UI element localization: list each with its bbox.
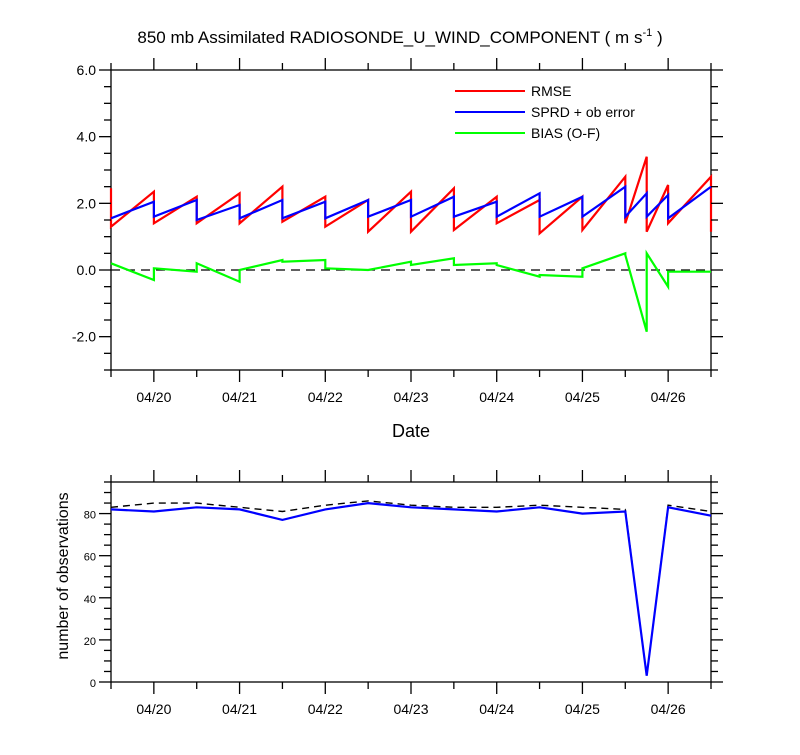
- y-tick-label: 2.0: [77, 195, 97, 211]
- x-tick-label: 04/26: [651, 701, 686, 717]
- y-tick-label: 80: [84, 510, 96, 522]
- chart-title: 850 mb Assimilated RADIOSONDE_U_WIND_COM…: [137, 27, 662, 47]
- x-tick-label: 04/26: [651, 389, 686, 405]
- y-tick-label: 0.0: [77, 262, 97, 278]
- series-line-rmse: [109, 156, 713, 236]
- x-tick-label: 04/25: [565, 701, 600, 717]
- y-tick-label: -2.0: [72, 329, 96, 345]
- y-tick-label: 0: [90, 678, 96, 690]
- legend-label: BIAS (O-F): [531, 125, 600, 141]
- y-tick-label: 60: [84, 552, 96, 564]
- x-tick-label: 04/20: [136, 389, 171, 405]
- series-line-sprd-ob-error: [110, 184, 712, 222]
- series-line-assimilated: [110, 501, 712, 676]
- chart-title-superscript: -1: [642, 27, 652, 39]
- x-axis-label: Date: [392, 421, 430, 441]
- y-axis-label-bottom: number of observations: [55, 492, 72, 659]
- chart-title-end: ): [652, 28, 662, 47]
- bottom-axes-group: 04/20 04/21 04/22 04/23 04/24 04/25 04/26 80 60 4…: [84, 470, 723, 717]
- x-tick-label: 04/22: [308, 389, 343, 405]
- top-panel: 04/20 04/21 04/22 04/23 04/24 04/25 04/26 6.0 4.…: [72, 58, 723, 405]
- x-tick-label: 04/23: [393, 701, 428, 717]
- x-tick-label: 04/23: [393, 389, 428, 405]
- x-tick-label: 04/22: [308, 701, 343, 717]
- x-tick-label: 04/21: [222, 389, 257, 405]
- x-tick-label: 04/24: [479, 701, 514, 717]
- series-line-possible: [110, 500, 712, 676]
- series-line-bias-o-f: [110, 249, 711, 332]
- y-tick-label: 20: [84, 636, 96, 648]
- y-tick-label: 4.0: [77, 129, 97, 145]
- bottom-series-group: [110, 500, 712, 676]
- top-series-group: [109, 156, 713, 332]
- x-tick-label: 04/21: [222, 701, 257, 717]
- y-tick-label: 6.0: [77, 62, 97, 78]
- x-tick-label: 04/24: [479, 389, 514, 405]
- legend-label: SPRD + ob error: [531, 104, 635, 120]
- top-axes-group: 04/20 04/21 04/22 04/23 04/24 04/25 04/26 6.0 4.…: [72, 58, 723, 405]
- bottom-panel: 04/20 04/21 04/22 04/23 04/24 04/25 04/26 80 60 4…: [84, 470, 723, 717]
- legend: RMSE SPRD + ob error BIAS (O-F): [455, 83, 635, 141]
- x-tick-label: 04/20: [136, 701, 171, 717]
- y-tick-label: 40: [84, 594, 96, 606]
- legend-label: RMSE: [531, 83, 571, 99]
- chart-title-main: 850 mb Assimilated RADIOSONDE_U_WIND_COM…: [137, 28, 642, 47]
- x-tick-label: 04/25: [565, 389, 600, 405]
